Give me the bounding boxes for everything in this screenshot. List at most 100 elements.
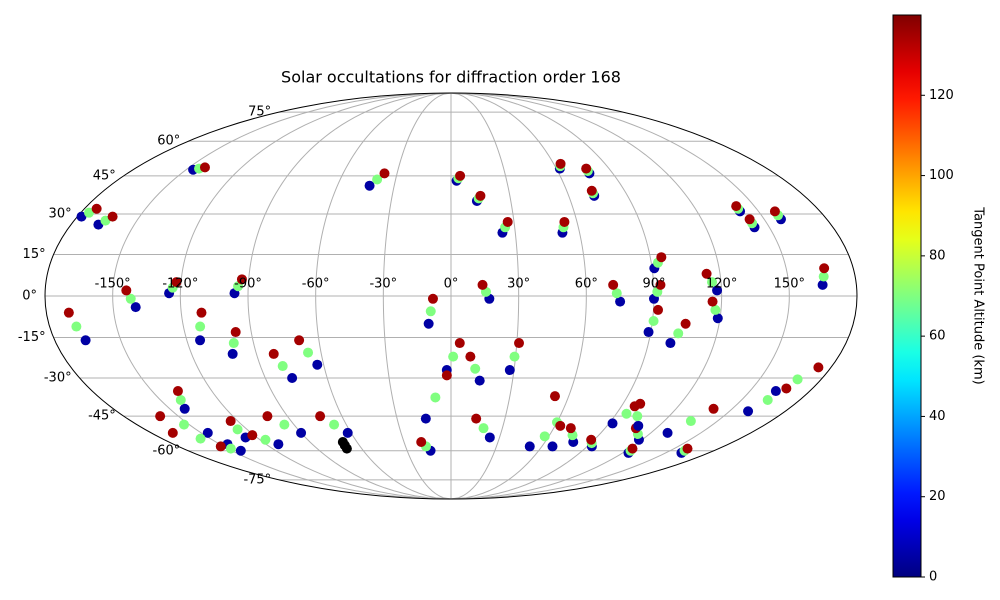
colorbar-tick-label: 0 bbox=[929, 570, 937, 585]
point bbox=[608, 279, 619, 290]
point bbox=[762, 394, 773, 405]
point bbox=[337, 436, 348, 447]
point bbox=[199, 162, 210, 173]
point bbox=[195, 433, 206, 444]
y-tick-label: -15° bbox=[18, 330, 46, 345]
x-tick-label: 30° bbox=[507, 277, 530, 292]
point bbox=[611, 288, 622, 299]
point bbox=[80, 335, 91, 346]
point bbox=[372, 174, 383, 185]
colorbar-tick-label: 100 bbox=[929, 168, 954, 183]
point bbox=[701, 268, 712, 279]
point bbox=[621, 408, 632, 419]
x-tick-label: 60° bbox=[575, 277, 598, 292]
point bbox=[273, 439, 284, 450]
colorbar-tick-label: 20 bbox=[929, 489, 946, 504]
point bbox=[195, 335, 206, 346]
point bbox=[277, 361, 288, 372]
point bbox=[268, 348, 279, 359]
point bbox=[685, 416, 696, 427]
point bbox=[232, 424, 243, 435]
grid-line bbox=[247, 92, 452, 500]
point bbox=[547, 441, 558, 452]
point bbox=[474, 375, 485, 386]
point bbox=[423, 318, 434, 329]
point bbox=[662, 427, 673, 438]
point bbox=[477, 279, 488, 290]
point bbox=[465, 351, 476, 362]
point bbox=[227, 348, 238, 359]
map-outline bbox=[44, 92, 858, 500]
point bbox=[455, 170, 466, 181]
point bbox=[202, 427, 213, 438]
x-tick-label: 150° bbox=[774, 277, 805, 292]
point bbox=[235, 445, 246, 456]
point bbox=[655, 279, 666, 290]
y-tick-label: -45° bbox=[88, 409, 116, 424]
x-tick-label: -60° bbox=[302, 277, 330, 292]
point bbox=[565, 423, 576, 434]
chart-title: Solar occultations for diffraction order… bbox=[281, 68, 621, 87]
point bbox=[712, 313, 723, 324]
point bbox=[342, 427, 353, 438]
point bbox=[470, 363, 481, 374]
grid-line bbox=[382, 92, 452, 500]
point bbox=[555, 420, 566, 431]
point bbox=[416, 436, 427, 447]
y-tick-label: 30° bbox=[49, 206, 72, 221]
grid-line bbox=[450, 92, 790, 500]
point bbox=[172, 386, 183, 397]
point bbox=[71, 321, 82, 332]
point bbox=[63, 307, 74, 318]
point bbox=[179, 403, 190, 414]
x-tick-label: -120° bbox=[162, 277, 198, 292]
point bbox=[682, 443, 693, 454]
point bbox=[420, 413, 431, 424]
point bbox=[379, 168, 390, 179]
x-tick-label: 0° bbox=[444, 277, 459, 292]
grid-line bbox=[450, 92, 587, 500]
point bbox=[586, 185, 597, 196]
point bbox=[653, 304, 664, 315]
point bbox=[225, 443, 236, 454]
x-tick-label: -90° bbox=[234, 277, 262, 292]
grid-line bbox=[450, 92, 520, 500]
point bbox=[195, 321, 206, 332]
y-tick-label: -30° bbox=[44, 371, 72, 386]
point bbox=[673, 328, 684, 339]
colorbar-tick-label: 120 bbox=[929, 88, 954, 103]
point bbox=[743, 406, 754, 417]
y-tick-label: -75° bbox=[243, 472, 271, 487]
point bbox=[504, 365, 515, 376]
point bbox=[121, 285, 132, 296]
colorbar-tick-label: 60 bbox=[929, 329, 946, 344]
point bbox=[555, 158, 566, 169]
y-tick-label: 0° bbox=[22, 289, 37, 304]
point bbox=[225, 416, 236, 427]
y-tick-label: 60° bbox=[157, 134, 180, 149]
colorbar-label: Tangent Point Altitude (km) bbox=[971, 206, 986, 384]
point bbox=[710, 304, 721, 315]
point bbox=[792, 374, 803, 385]
point bbox=[475, 190, 486, 201]
point bbox=[629, 401, 640, 412]
point bbox=[509, 351, 520, 362]
point bbox=[817, 279, 828, 290]
point bbox=[549, 391, 560, 402]
point bbox=[329, 419, 340, 430]
point bbox=[91, 203, 102, 214]
point bbox=[539, 431, 550, 442]
point bbox=[167, 427, 178, 438]
y-tick-label: 45° bbox=[93, 168, 116, 183]
point bbox=[607, 418, 618, 429]
y-tick-label: 15° bbox=[23, 247, 46, 262]
point bbox=[769, 206, 780, 217]
point bbox=[627, 443, 638, 454]
point bbox=[76, 211, 87, 222]
x-tick-label: -150° bbox=[95, 277, 131, 292]
colorbar-axis: 0 20 40 60 80 100 120 bbox=[921, 88, 954, 585]
point bbox=[430, 392, 441, 403]
point bbox=[781, 383, 792, 394]
point bbox=[680, 318, 691, 329]
point bbox=[196, 307, 207, 318]
